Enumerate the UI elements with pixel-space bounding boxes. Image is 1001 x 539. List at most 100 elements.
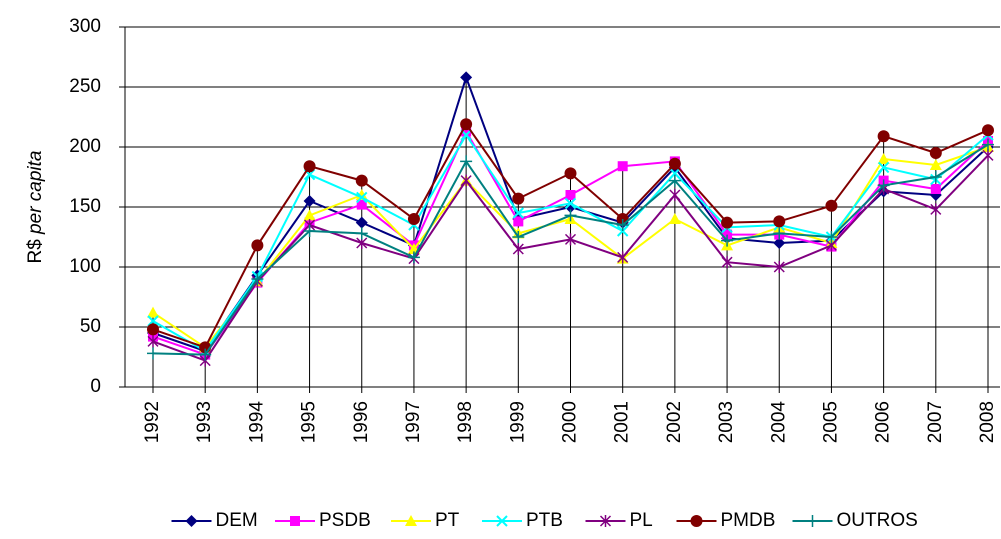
marker (564, 209, 577, 222)
marker (513, 216, 524, 227)
x-tick-label: 2001 (612, 401, 633, 443)
x-tick-label: 1996 (351, 401, 372, 443)
marker (147, 323, 159, 336)
legend-marker (185, 515, 198, 527)
legend-marker (599, 515, 612, 527)
legend-marker (290, 516, 300, 526)
marker (982, 138, 994, 151)
marker (407, 213, 420, 225)
marker (929, 159, 942, 170)
x-tick-label: 2004 (768, 401, 789, 444)
marker (512, 207, 525, 219)
marker (721, 256, 733, 269)
marker (355, 227, 368, 240)
marker (147, 315, 159, 327)
x-tick-label: 2008 (977, 401, 998, 443)
x-tick-label: 2007 (925, 401, 946, 443)
marker (303, 195, 316, 207)
marker (251, 273, 264, 285)
x-tick-label: 2002 (664, 401, 685, 443)
y-axis-title: R$ per capita (25, 150, 46, 263)
legend-label: OUTROS (837, 510, 918, 531)
marker (982, 124, 994, 137)
marker (669, 189, 681, 201)
marker (407, 251, 420, 264)
y-tick-label: 200 (69, 136, 101, 157)
marker (356, 191, 368, 204)
legend-label: PT (435, 510, 460, 531)
marker (617, 251, 629, 264)
marker (773, 261, 785, 273)
marker (461, 126, 472, 137)
marker (303, 160, 316, 173)
marker (616, 219, 629, 231)
marker (460, 155, 473, 168)
marker (929, 171, 942, 183)
marker (147, 335, 159, 348)
marker (929, 147, 942, 159)
marker (512, 231, 525, 243)
y-tick-label: 0 (90, 376, 101, 397)
y-axis-title-part: per capita (25, 150, 46, 234)
marker (877, 179, 890, 192)
y-axis-title-part: R$ (25, 239, 46, 264)
marker (355, 216, 368, 229)
marker (147, 347, 159, 360)
marker (147, 306, 159, 318)
marker (512, 192, 525, 205)
legend-marker (405, 515, 417, 526)
marker (355, 174, 368, 187)
marker (617, 161, 628, 172)
x-tick-label: 1997 (403, 401, 424, 443)
marker (877, 161, 890, 174)
y-tick-label: 50 (80, 316, 101, 337)
marker (355, 189, 368, 200)
marker (877, 153, 890, 164)
marker (512, 243, 524, 255)
legend-marker (690, 515, 703, 527)
marker (356, 199, 367, 210)
marker (825, 199, 838, 212)
marker (564, 233, 577, 246)
marker (877, 130, 890, 143)
marker (199, 348, 212, 361)
marker (564, 197, 577, 210)
marker (668, 157, 681, 170)
x-tick-label: 1999 (507, 401, 528, 443)
marker (825, 231, 838, 243)
marker (565, 190, 576, 200)
marker (721, 234, 734, 247)
marker (721, 216, 734, 229)
legend-marker (496, 515, 508, 527)
y-tick-label: 150 (69, 196, 101, 217)
x-tick-label: 2000 (560, 401, 581, 443)
legend-label: DEM (216, 510, 258, 531)
marker (303, 225, 316, 237)
marker (930, 184, 941, 194)
x-tick-label: 1994 (246, 401, 267, 444)
x-tick-label: 2005 (820, 401, 841, 443)
legend-label: PMDB (721, 510, 776, 531)
marker (303, 209, 316, 221)
marker (669, 167, 681, 180)
marker (930, 203, 942, 216)
marker (251, 239, 264, 252)
legend-label: PTB (526, 510, 563, 531)
x-tick-label: 1992 (142, 401, 163, 443)
x-tick-label: 1995 (299, 401, 320, 443)
marker (460, 71, 473, 84)
legend-label: PL (630, 510, 653, 531)
y-tick-label: 300 (69, 16, 101, 37)
y-tick-label: 100 (69, 256, 101, 277)
marker (982, 149, 994, 162)
x-tick-label: 2006 (873, 401, 894, 443)
y-tick-label: 250 (69, 76, 101, 97)
marker (668, 174, 681, 187)
x-tick-label: 2003 (716, 401, 737, 443)
legend-label: PSDB (319, 510, 371, 531)
marker (773, 237, 786, 249)
x-tick-label: 1998 (455, 401, 476, 443)
marker (564, 167, 577, 180)
marker (773, 215, 786, 228)
